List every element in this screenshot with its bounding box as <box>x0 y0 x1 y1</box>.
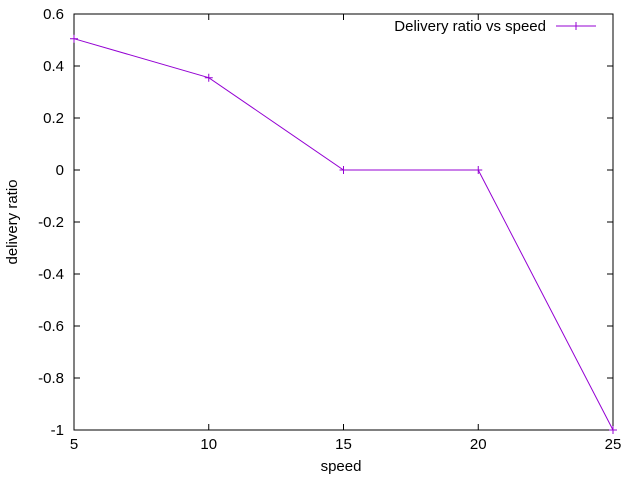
data-point <box>339 166 348 174</box>
y-axis: -1 -0.8 -0.6 -0.4 -0.2 0 0.2 0.4 0.6 <box>38 6 613 439</box>
data-point <box>474 166 483 174</box>
x-tick-label: 10 <box>200 436 217 453</box>
series-line <box>73 38 614 431</box>
x-axis-title: speed <box>321 458 362 475</box>
y-tick-label: -0.6 <box>38 318 64 335</box>
x-tick-label: 15 <box>335 436 352 453</box>
legend-marker <box>572 22 580 30</box>
series-layer <box>70 34 617 434</box>
y-tick-label: -0.2 <box>38 214 64 231</box>
y-tick-label: 0.2 <box>43 110 64 127</box>
x-tick-label: 5 <box>70 436 78 453</box>
x-axis: 5 10 15 20 25 <box>70 14 622 453</box>
legend: Delivery ratio vs speed <box>394 18 596 35</box>
y-axis-title: delivery ratio <box>4 179 21 264</box>
y-tick-label: 0.4 <box>43 58 64 75</box>
y-tick-label: 0 <box>56 162 64 179</box>
y-tick-label: -1 <box>51 422 64 439</box>
y-tick-label: -0.8 <box>38 370 64 387</box>
legend-label: Delivery ratio vs speed <box>394 18 546 35</box>
x-tick-label: 25 <box>605 436 622 453</box>
y-tick-label: 0.6 <box>43 6 64 23</box>
data-point <box>609 426 617 434</box>
plot-area-frame <box>73 13 614 431</box>
y-tick-label: -0.4 <box>38 266 64 283</box>
data-point <box>204 73 213 82</box>
data-point <box>70 34 78 43</box>
x-tick-label: 20 <box>470 436 487 453</box>
